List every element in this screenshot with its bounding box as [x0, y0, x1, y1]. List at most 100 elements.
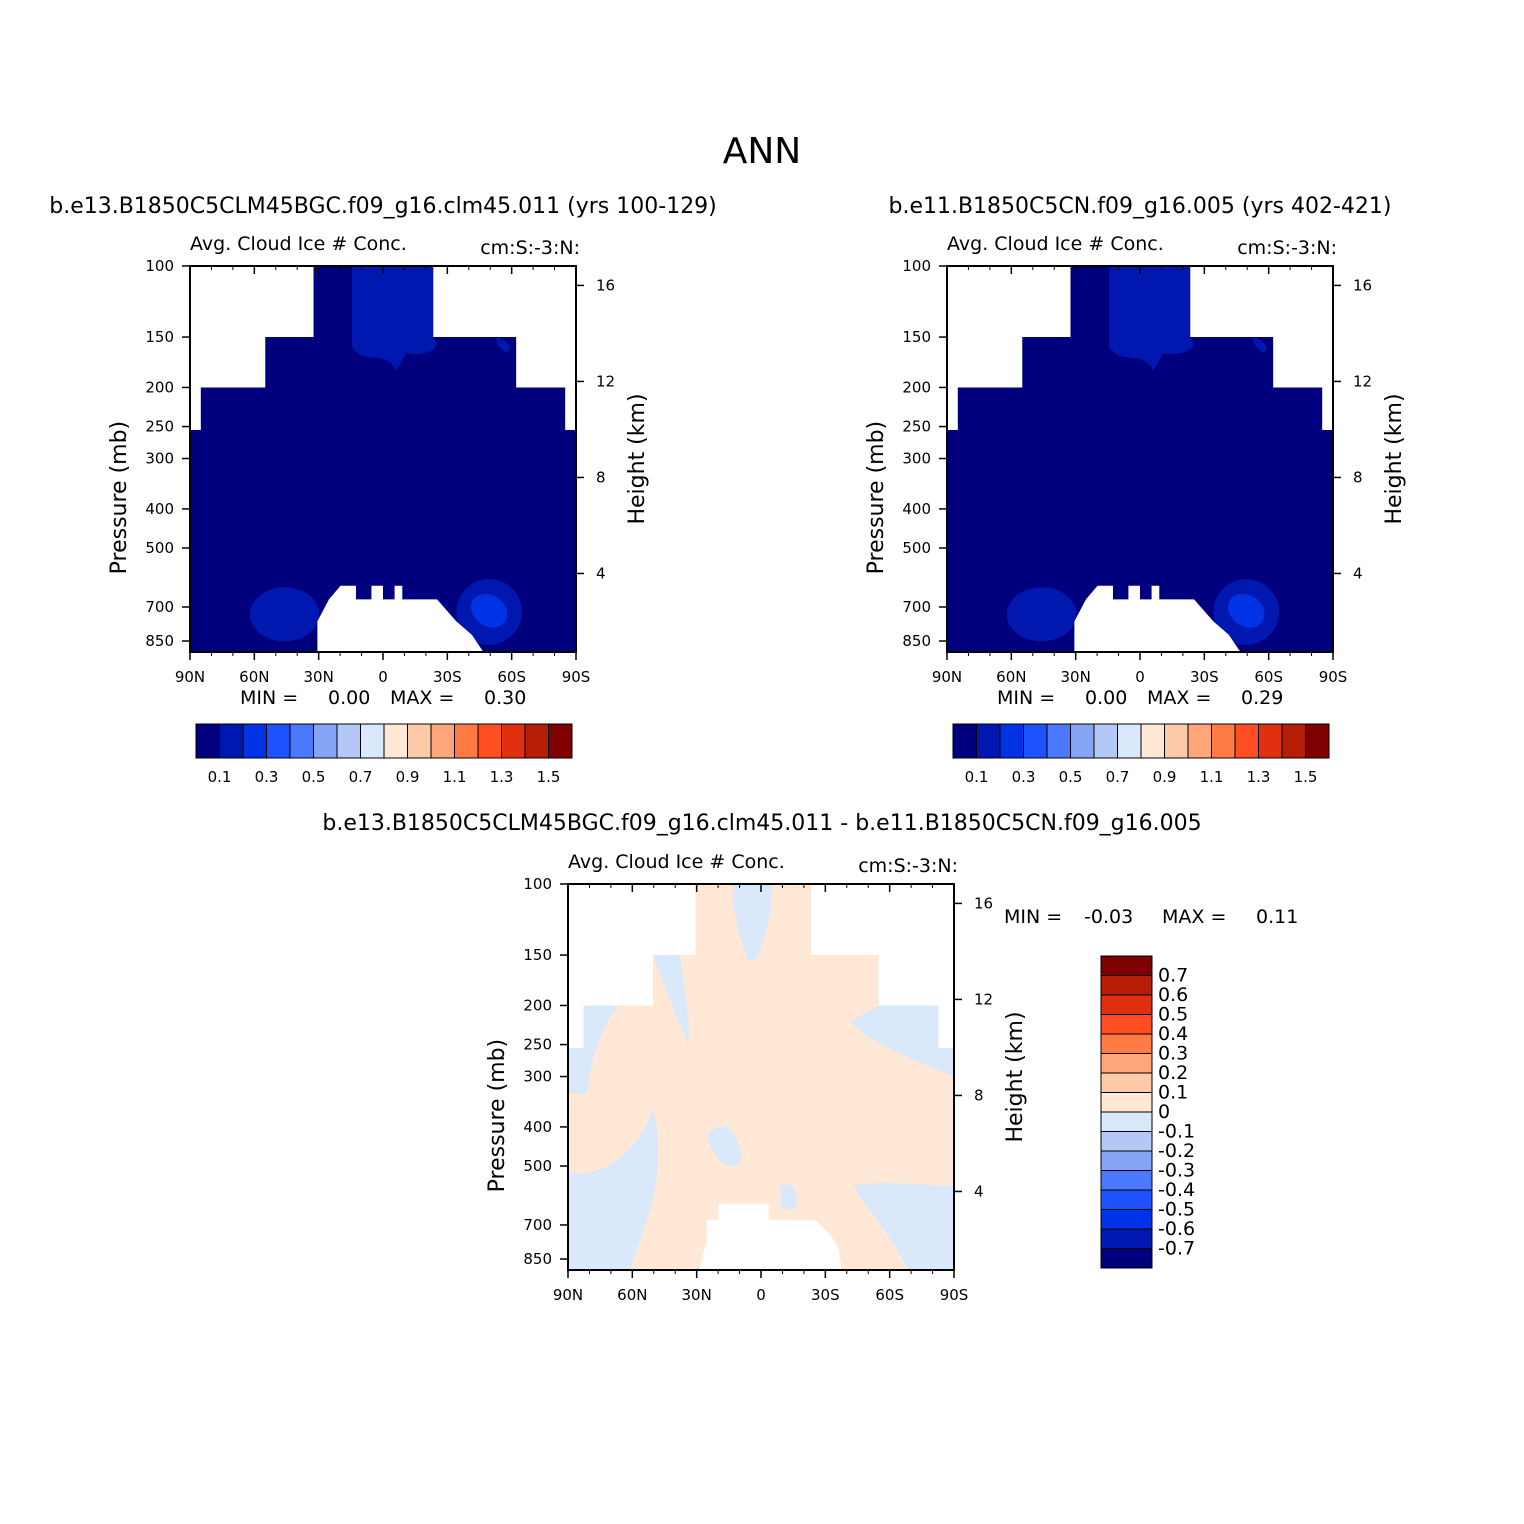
panel-subtitle-left: Avg. Cloud Ice # Conc. — [568, 851, 785, 873]
x-tick-label: 90N — [553, 1286, 583, 1304]
colorbar-swatch — [524, 723, 549, 759]
colorbar-swatch — [1100, 1150, 1153, 1171]
colorbar-swatch — [219, 723, 244, 759]
y-right-axis-label: Height (km) — [1003, 1011, 1028, 1142]
colorbar-swatch — [1140, 723, 1165, 759]
colorbar-label: 0.7 — [349, 768, 373, 786]
upper-plume-edge — [1253, 337, 1267, 354]
data-region — [190, 266, 576, 652]
y-tick-label: 500 — [523, 1157, 552, 1175]
y-tick-label: 850 — [523, 1250, 552, 1268]
colorbar-swatch — [501, 723, 526, 759]
colorbar-swatch — [548, 723, 573, 759]
x-tick-label: 0 — [756, 1286, 766, 1304]
colorbar-label: -0.6 — [1158, 1218, 1195, 1240]
panel-title: b.e11.B1850C5CN.f09_g16.005 (yrs 402-421… — [888, 194, 1391, 219]
colorbar-label: -0.1 — [1158, 1121, 1195, 1143]
colorbar-swatch — [1258, 723, 1283, 759]
colorbar-label: 1.3 — [1247, 768, 1271, 786]
colorbar-label: -0.5 — [1158, 1199, 1195, 1221]
below-ground — [317, 585, 484, 652]
max-value: 0.30 — [484, 687, 526, 709]
data-region — [947, 266, 1333, 652]
panels: b.e13.B1850C5CLM45BGC.f09_g16.clm45.011 … — [49, 194, 1407, 1304]
upper-plume-edge — [496, 337, 510, 354]
y-tick-label: 250 — [902, 418, 931, 436]
colorbar-swatch — [1100, 994, 1153, 1015]
colorbar-label: 0.5 — [1158, 1004, 1188, 1026]
colorbar-swatch — [1100, 1131, 1153, 1152]
y-tick-label: 700 — [145, 598, 174, 616]
y-right-tick-label: 16 — [1353, 276, 1372, 294]
y-tick-label: 300 — [902, 450, 931, 468]
colorbar-swatch — [1100, 1170, 1153, 1191]
colorbar-label: 1.1 — [443, 768, 467, 786]
panel-subtitle-left: Avg. Cloud Ice # Conc. — [947, 233, 1164, 255]
colorbar-swatch — [1023, 723, 1048, 759]
colorbar-swatch — [1281, 723, 1306, 759]
min-value: 0.00 — [1085, 687, 1127, 709]
y-tick-label: 200 — [523, 996, 552, 1014]
y-tick-label: 500 — [145, 539, 174, 557]
y-tick-label: 700 — [523, 1216, 552, 1234]
y-tick-label: 850 — [145, 632, 174, 650]
colorbar-swatch — [1093, 723, 1118, 759]
y-right-axis-label: Height (km) — [1382, 393, 1407, 524]
y-axis-label: Pressure (mb) — [107, 421, 132, 574]
y-right-tick-label: 8 — [974, 1086, 984, 1104]
y-tick-label: 500 — [902, 539, 931, 557]
colorbar-swatch — [454, 723, 479, 759]
colorbar-swatch — [313, 723, 338, 759]
right-blob-core — [471, 593, 508, 628]
y-right-tick-label: 4 — [974, 1182, 984, 1200]
y-tick-label: 250 — [523, 1036, 552, 1054]
y-tick-label: 100 — [523, 875, 552, 893]
colorbar-label: 0.9 — [396, 768, 420, 786]
y-tick-label: 150 — [902, 328, 931, 346]
y-right-tick-label: 8 — [596, 468, 606, 486]
panel-2: b.e11.B1850C5CN.f09_g16.005 (yrs 402-421… — [864, 194, 1407, 786]
colorbar-swatch — [1100, 1209, 1153, 1230]
y-right-tick-label: 16 — [974, 894, 993, 912]
colorbar-swatch — [976, 723, 1001, 759]
neg-region — [652, 955, 689, 1045]
x-tick-label: 30S — [1190, 668, 1219, 686]
x-tick-label: 30S — [433, 668, 462, 686]
colorbar-swatch — [1234, 723, 1259, 759]
colorbar-swatch — [195, 723, 220, 759]
colorbar-swatch — [952, 723, 977, 759]
panel-subtitle-right: cm:S:-3:N: — [1237, 237, 1337, 259]
colorbar-swatch — [360, 723, 385, 759]
x-tick-label: 60S — [497, 668, 526, 686]
colorbar-label: 0.1 — [965, 768, 989, 786]
colorbar-label: 1.3 — [490, 768, 514, 786]
min-label: MIN = — [1004, 906, 1062, 928]
below-ground — [699, 1203, 843, 1270]
y-tick-label: 300 — [145, 450, 174, 468]
colorbar-swatch — [1117, 723, 1142, 759]
colorbar-label: 0 — [1158, 1101, 1170, 1123]
y-tick-label: 150 — [523, 946, 552, 964]
colorbar-swatch — [1100, 1248, 1153, 1269]
x-tick-label: 30N — [682, 1286, 712, 1304]
x-tick-label: 90N — [932, 668, 962, 686]
colorbar-label: 1.1 — [1200, 768, 1224, 786]
colorbar-swatch — [1100, 1189, 1153, 1210]
y-tick-label: 700 — [902, 598, 931, 616]
neg-region — [780, 1184, 797, 1210]
right-blob-core — [1228, 593, 1265, 628]
max-value: 0.29 — [1241, 687, 1283, 709]
colorbar-swatch — [1100, 1228, 1153, 1249]
x-tick-label: 60S — [1254, 668, 1283, 686]
y-tick-label: 200 — [145, 378, 174, 396]
colorbar-swatch — [1100, 1014, 1153, 1035]
colorbar-label: 0.7 — [1106, 768, 1130, 786]
panel-subtitle-right: cm:S:-3:N: — [480, 237, 580, 259]
x-tick-label: 30N — [1061, 668, 1091, 686]
colorbar-label: -0.7 — [1158, 1238, 1195, 1260]
panel-title: b.e13.B1850C5CLM45BGC.f09_g16.clm45.011 … — [49, 194, 717, 219]
y-right-axis-label: Height (km) — [625, 393, 650, 524]
colorbar-swatch — [1100, 1072, 1153, 1093]
y-right-tick-label: 8 — [1353, 468, 1363, 486]
